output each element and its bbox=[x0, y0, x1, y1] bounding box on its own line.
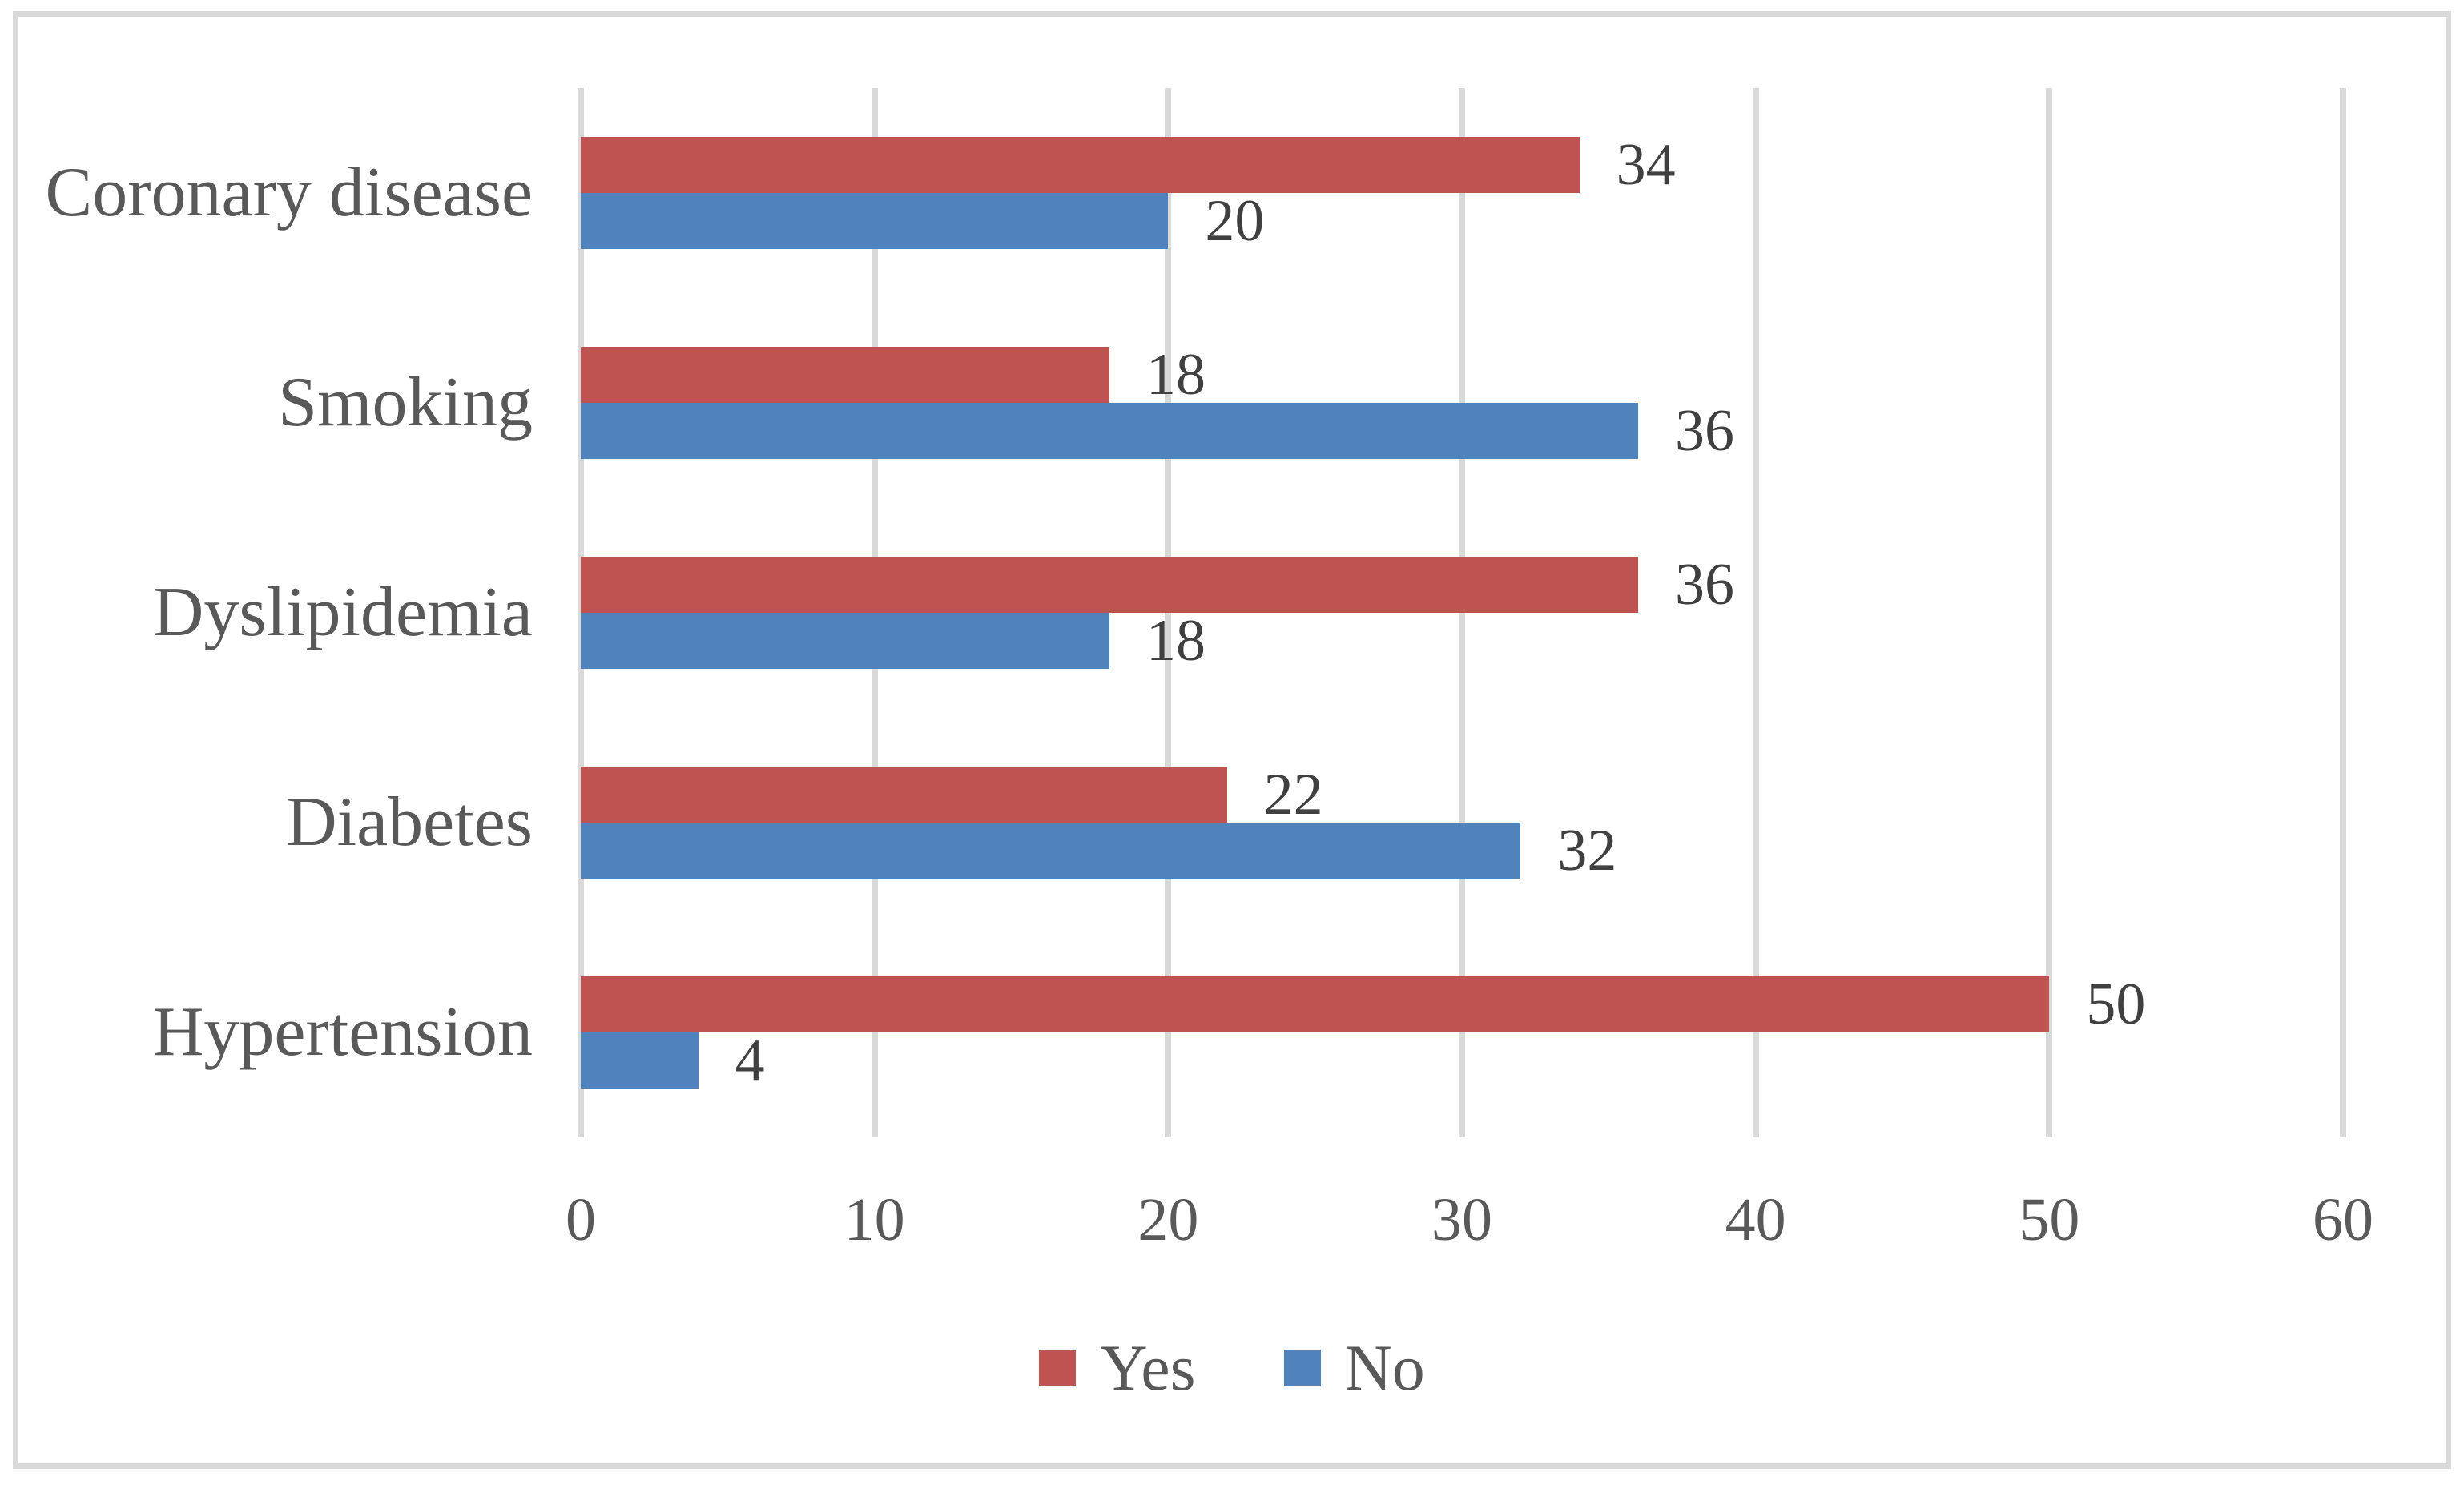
bar-no-dyslipidemia bbox=[581, 613, 1109, 669]
category-label-hypertension: Hypertension bbox=[152, 993, 533, 1071]
category-label-coronary-disease: Coronary disease bbox=[45, 154, 533, 231]
bar-yes-hypertension bbox=[581, 976, 2050, 1032]
x-tick-label-50: 50 bbox=[2019, 1186, 2080, 1254]
category-label-dyslipidemia: Dyslipidemia bbox=[152, 573, 533, 651]
data-label-yes-smoking: 18 bbox=[1146, 342, 1206, 408]
gridline-50 bbox=[2046, 88, 2053, 1137]
x-tick-label-10: 10 bbox=[843, 1186, 905, 1254]
gridline-20 bbox=[1165, 88, 1172, 1137]
x-tick-label-20: 20 bbox=[1137, 1186, 1199, 1254]
data-label-no-smoking: 36 bbox=[1675, 398, 1734, 464]
bar-yes-dyslipidemia bbox=[581, 557, 1638, 613]
legend-swatch-no bbox=[1283, 1350, 1321, 1386]
data-label-no-dyslipidemia: 18 bbox=[1146, 608, 1206, 674]
bar-no-hypertension bbox=[581, 1032, 699, 1089]
gridline-60 bbox=[2340, 88, 2346, 1137]
legend: Yes No bbox=[0, 1320, 2464, 1416]
data-label-no-hypertension: 4 bbox=[735, 1028, 765, 1093]
legend-item-no: No bbox=[1283, 1331, 1425, 1404]
gridline-30 bbox=[1459, 88, 1465, 1137]
data-label-yes-dyslipidemia: 36 bbox=[1675, 552, 1734, 618]
category-label-smoking: Smoking bbox=[278, 364, 533, 441]
bar-no-smoking bbox=[581, 403, 1638, 459]
bar-yes-smoking bbox=[581, 347, 1109, 403]
x-tick-label-30: 30 bbox=[1431, 1186, 1492, 1254]
x-tick-label-40: 40 bbox=[1725, 1186, 1786, 1254]
data-label-yes-hypertension: 50 bbox=[2086, 972, 2146, 1037]
bar-yes-diabetes bbox=[581, 767, 1227, 823]
data-label-yes-diabetes: 22 bbox=[1263, 762, 1323, 827]
legend-item-yes: Yes bbox=[1039, 1331, 1196, 1404]
x-tick-label-60: 60 bbox=[2313, 1186, 2373, 1254]
x-tick-label-0: 0 bbox=[566, 1186, 596, 1254]
data-label-no-diabetes: 32 bbox=[1557, 818, 1617, 883]
legend-label-no: No bbox=[1344, 1331, 1425, 1404]
bar-no-diabetes bbox=[581, 823, 1521, 879]
bar-yes-coronary-disease bbox=[581, 137, 1580, 193]
data-label-yes-coronary-disease: 34 bbox=[1616, 132, 1676, 198]
gridline-40 bbox=[1752, 88, 1759, 1137]
legend-swatch-yes bbox=[1039, 1350, 1077, 1386]
bar-no-coronary-disease bbox=[581, 193, 1169, 249]
legend-label-yes: Yes bbox=[1100, 1331, 1196, 1404]
category-label-diabetes: Diabetes bbox=[286, 783, 533, 861]
data-label-no-coronary-disease: 20 bbox=[1205, 188, 1265, 254]
